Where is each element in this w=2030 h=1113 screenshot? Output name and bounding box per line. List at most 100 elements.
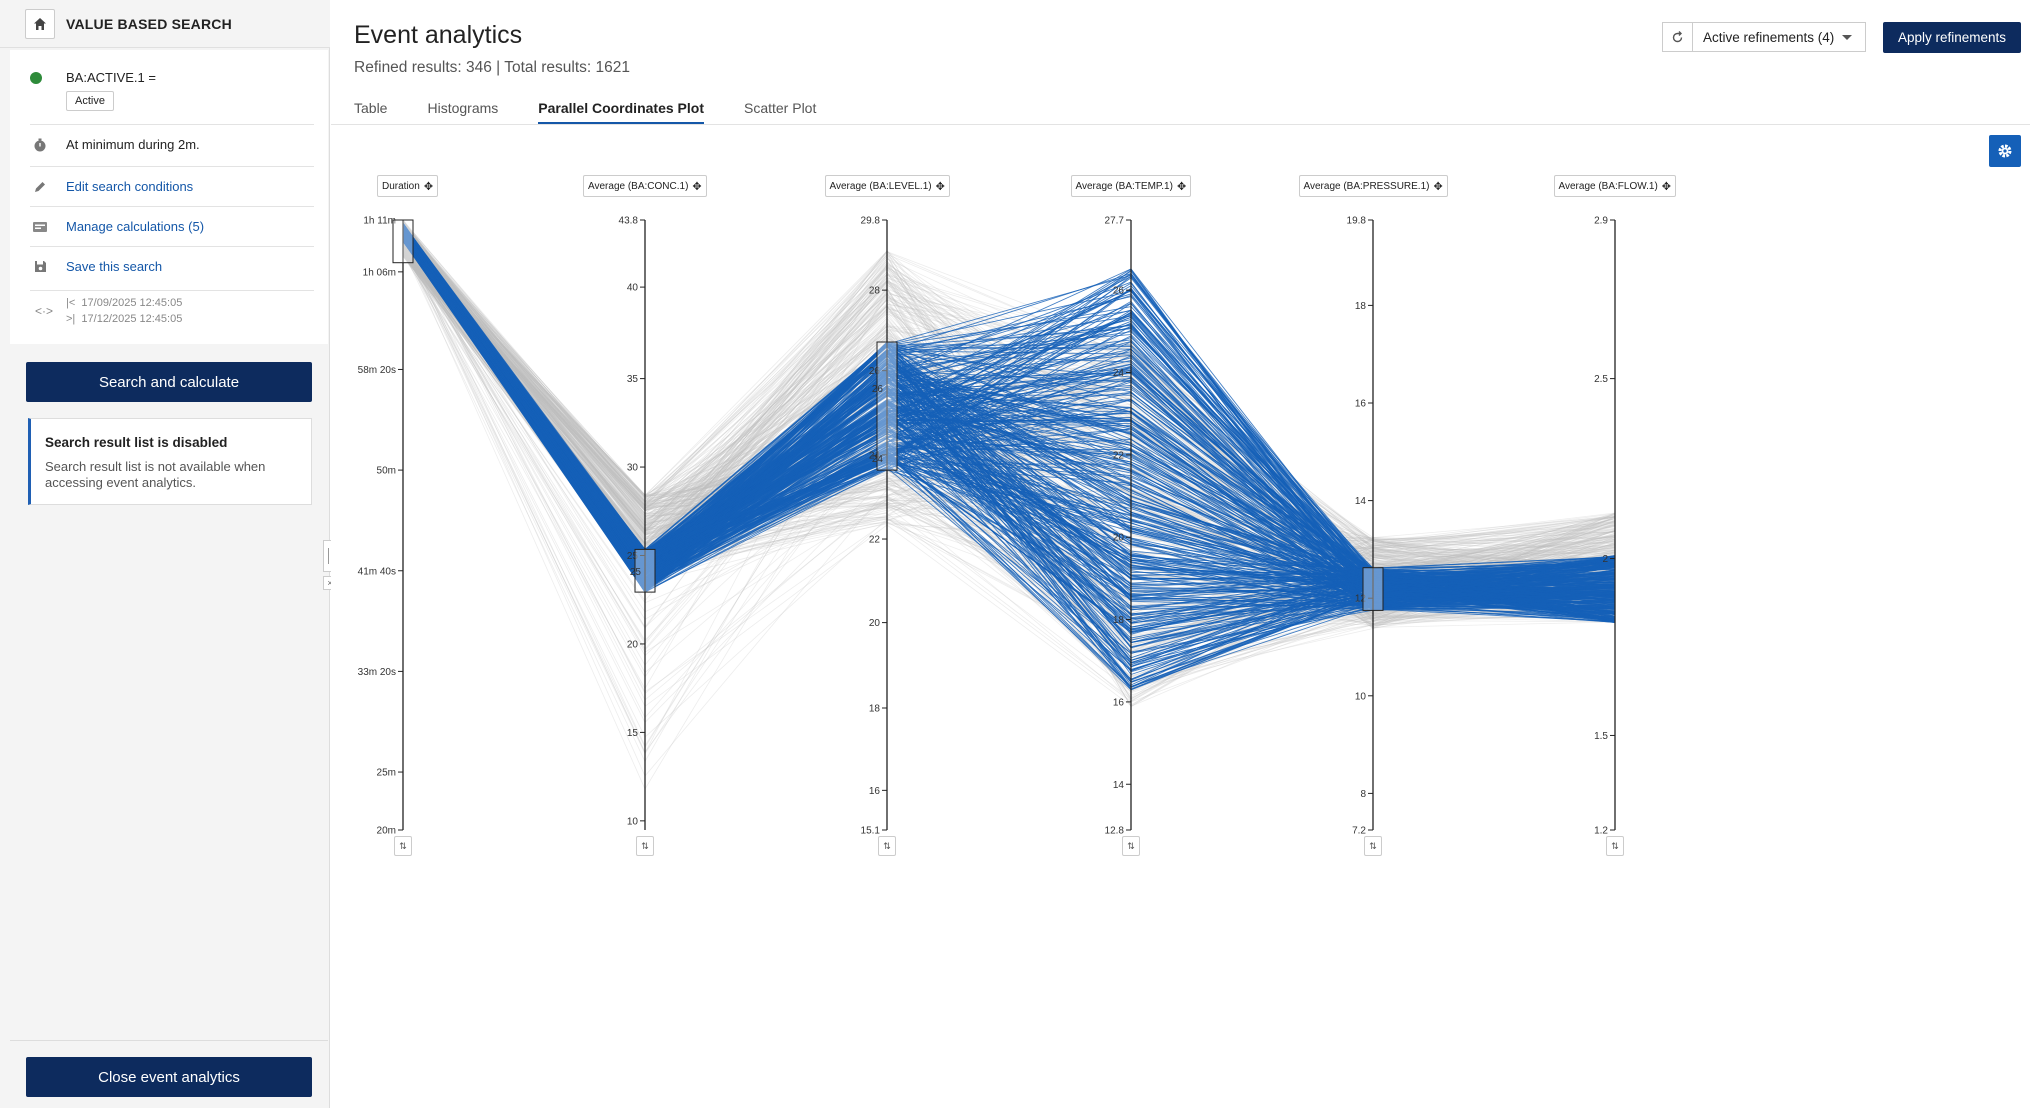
selected-lines bbox=[402, 222, 1616, 691]
tab-histograms[interactable]: Histograms bbox=[427, 100, 499, 116]
apply-refinements-button[interactable]: Apply refinements bbox=[1883, 22, 2021, 53]
sidebar-header: VALUE BASED SEARCH bbox=[0, 0, 330, 48]
axis-flip-button[interactable]: ⇅ bbox=[394, 836, 412, 856]
close-event-analytics-button[interactable]: Close event analytics bbox=[26, 1057, 312, 1097]
tick-label: 15 bbox=[627, 728, 639, 739]
event-line-background bbox=[402, 252, 1616, 547]
axis-flip-button[interactable]: ⇅ bbox=[1122, 836, 1140, 856]
tick-label: 20m bbox=[377, 826, 396, 837]
axis-label: Average (BA:TEMP.1) bbox=[1075, 180, 1173, 192]
tick-label: 50m bbox=[377, 466, 396, 477]
tab-parallel-coordinates-plot[interactable]: Parallel Coordinates Plot bbox=[538, 96, 704, 124]
tick-label: 1h 06m bbox=[363, 267, 396, 278]
plot-settings-button[interactable] bbox=[1989, 135, 2021, 167]
tick-label: 15.1 bbox=[861, 826, 881, 837]
tick-label: 1.2 bbox=[1594, 826, 1608, 837]
chevron-down-icon bbox=[1842, 34, 1853, 40]
tick-label: 1.5 bbox=[1594, 731, 1608, 742]
tick-label: 25m bbox=[377, 768, 396, 779]
tick-label: 30 bbox=[627, 463, 639, 474]
notice-body: Search result list is not available when… bbox=[45, 459, 266, 490]
search-and-calculate-button[interactable]: Search and calculate bbox=[26, 362, 312, 402]
tick-label: 1h 11m bbox=[363, 216, 396, 227]
axis-flip-button[interactable]: ⇅ bbox=[636, 836, 654, 856]
tab-table[interactable]: Table bbox=[354, 100, 388, 116]
event-line-selected[interactable] bbox=[402, 231, 1616, 588]
tick-label: 19.8 bbox=[1347, 216, 1367, 227]
tick-label: 35 bbox=[627, 374, 639, 385]
event-line-background bbox=[402, 243, 1616, 622]
axis-flip-button[interactable]: ⇅ bbox=[1364, 836, 1382, 856]
tick-label: 10 bbox=[1355, 691, 1367, 702]
event-line-background bbox=[402, 245, 1616, 621]
event-line-selected[interactable] bbox=[402, 223, 1616, 615]
drag-move-icon[interactable]: ✥ bbox=[1433, 180, 1443, 193]
gear-icon bbox=[1998, 144, 2012, 158]
event-line-selected[interactable] bbox=[402, 225, 1616, 587]
event-line-selected[interactable] bbox=[402, 224, 1616, 615]
tick-label: 27.7 bbox=[1105, 216, 1125, 227]
start-date: |< 17/09/2025 12:45:05 bbox=[66, 297, 183, 309]
tick-label: 20 bbox=[627, 639, 639, 650]
manage-calculations-link[interactable]: Manage calculations (5) bbox=[30, 206, 314, 246]
tab-scatter-plot[interactable]: Scatter Plot bbox=[743, 100, 817, 116]
end-date: >| 17/12/2025 12:45:05 bbox=[66, 313, 183, 325]
parallel-coordinates-plot[interactable]: 1h 11m 1h 06m 58m 20s 50m 41m 40s 33m 20s 25m 2… bbox=[331, 130, 2030, 1108]
save-search-label[interactable]: Save this search bbox=[66, 259, 163, 274]
tick-label: 10 bbox=[627, 816, 639, 827]
home-button[interactable] bbox=[25, 8, 55, 39]
event-line-selected[interactable] bbox=[402, 240, 1616, 590]
save-search-link[interactable]: Save this search bbox=[30, 246, 314, 286]
event-line-selected[interactable] bbox=[402, 223, 1616, 654]
edit-search-label[interactable]: Edit search conditions bbox=[66, 179, 194, 194]
axis-label: Duration bbox=[382, 180, 420, 192]
axis-header[interactable]: Average (BA:CONC.1) ✥ bbox=[583, 175, 707, 197]
tick-label: 40 bbox=[627, 283, 639, 294]
axis-brush[interactable] bbox=[1362, 567, 1384, 611]
axis-header[interactable]: Duration ✥ bbox=[377, 175, 439, 197]
drag-move-icon[interactable]: ✥ bbox=[692, 180, 702, 193]
tick-label: 16 bbox=[1355, 399, 1367, 410]
tick-label: 41m 40s bbox=[358, 566, 396, 577]
tick-label: 2 bbox=[1602, 554, 1608, 565]
active-refinements-label: Active refinements (4) bbox=[1703, 29, 1835, 45]
home-icon bbox=[34, 17, 46, 30]
event-line-background bbox=[402, 227, 1616, 707]
manage-calculations-label[interactable]: Manage calculations (5) bbox=[66, 219, 205, 234]
axis-flip-button[interactable]: ⇅ bbox=[878, 836, 896, 856]
event-line-selected[interactable] bbox=[402, 236, 1616, 600]
edit-search-link[interactable]: Edit search conditions bbox=[30, 166, 314, 206]
event-line-background bbox=[402, 243, 1616, 724]
tick-label: 18 bbox=[869, 704, 881, 715]
axis-label: Average (BA:PRESSURE.1) bbox=[1303, 180, 1430, 192]
tick-label: 8 bbox=[1360, 789, 1366, 800]
axis-header[interactable]: Average (BA:LEVEL.1) ✥ bbox=[824, 175, 950, 197]
reset-refinements-button[interactable] bbox=[1662, 22, 1692, 52]
axis-brush[interactable] bbox=[876, 341, 898, 471]
axis-brush[interactable] bbox=[634, 548, 656, 593]
event-line-selected[interactable] bbox=[402, 230, 1616, 596]
active-refinements-dropdown[interactable]: Active refinements (4) bbox=[1692, 22, 1866, 52]
tick-label: 24 bbox=[869, 450, 881, 461]
main-content: Event analytics Refined results: 346 | T… bbox=[331, 0, 2030, 1108]
event-line-selected[interactable] bbox=[402, 240, 1616, 611]
drag-move-icon[interactable]: ✥ bbox=[935, 180, 945, 193]
tick-label: 24 bbox=[1113, 368, 1125, 379]
event-line-selected[interactable] bbox=[402, 229, 1616, 605]
event-line-background bbox=[402, 234, 1616, 777]
drag-move-icon[interactable]: ✥ bbox=[423, 180, 434, 193]
event-line-selected[interactable] bbox=[402, 240, 1616, 603]
tick-label: 43.8 bbox=[619, 216, 639, 227]
date-range[interactable]: <·> |< 17/09/2025 12:45:05 >| 17/12/2025… bbox=[30, 290, 314, 332]
axis-header[interactable]: Average (BA:FLOW.1) ✥ bbox=[1553, 175, 1677, 197]
axis-brush[interactable] bbox=[392, 219, 414, 264]
axis-flip-button[interactable]: ⇅ bbox=[1606, 836, 1624, 856]
drag-move-icon[interactable]: ✥ bbox=[1661, 180, 1672, 193]
parallel-coordinates-svg[interactable]: 1h 11m 1h 06m 58m 20s 50m 41m 40s 33m 20s 25m 2… bbox=[331, 130, 2030, 1108]
tick-label: 18 bbox=[1113, 615, 1125, 626]
axis-header[interactable]: Average (BA:PRESSURE.1) ✥ bbox=[1298, 175, 1448, 197]
axis-header[interactable]: Average (BA:TEMP.1) ✥ bbox=[1070, 175, 1192, 197]
tick-label: 26 bbox=[1113, 286, 1125, 297]
drag-move-icon[interactable]: ✥ bbox=[1176, 180, 1187, 193]
tick-label: 20 bbox=[869, 618, 881, 629]
